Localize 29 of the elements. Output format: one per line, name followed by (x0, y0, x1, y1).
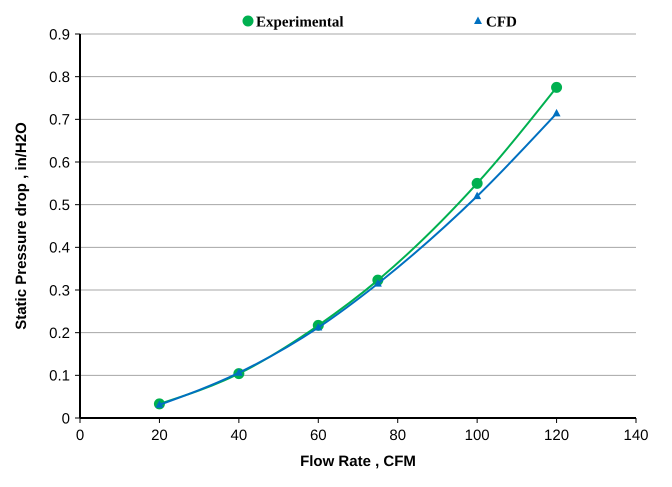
y-tick-label: 0.4 (49, 240, 70, 257)
point (374, 279, 382, 287)
y-tick-label: 0.8 (49, 68, 70, 86)
y-tick-label: 0 (62, 410, 70, 428)
legend-label: CFD (486, 14, 517, 30)
x-tick-label: 80 (389, 427, 406, 444)
y-tick-label: 0.5 (49, 196, 70, 214)
y-tick-label: 0.1 (49, 368, 70, 385)
y-tick-label: 0.6 (49, 154, 70, 172)
x-tick-label: 60 (310, 427, 327, 444)
y-axis-title: Static Pressure drop , in/H2O (13, 122, 30, 330)
y-tick-label: 0.7 (49, 112, 70, 129)
point (314, 323, 322, 331)
x-tick-label: 100 (464, 427, 490, 444)
y-tick-label: 0.2 (49, 324, 70, 342)
point (234, 368, 243, 376)
x-tick-label: 120 (544, 427, 570, 444)
point (552, 108, 561, 116)
x-tick-label: 40 (230, 427, 248, 444)
point (472, 178, 483, 189)
point (551, 82, 562, 93)
legend-label: Experimental (256, 14, 344, 30)
y-tick-label: 0.9 (49, 26, 70, 44)
x-tick-label: 0 (76, 427, 84, 444)
x-tick-label: 140 (623, 427, 649, 444)
y-tick-label: 0.3 (49, 282, 70, 300)
point (473, 192, 482, 200)
x-tick-label: 20 (151, 427, 168, 444)
x-axis-title: Flow Rate , CFM (300, 453, 416, 470)
